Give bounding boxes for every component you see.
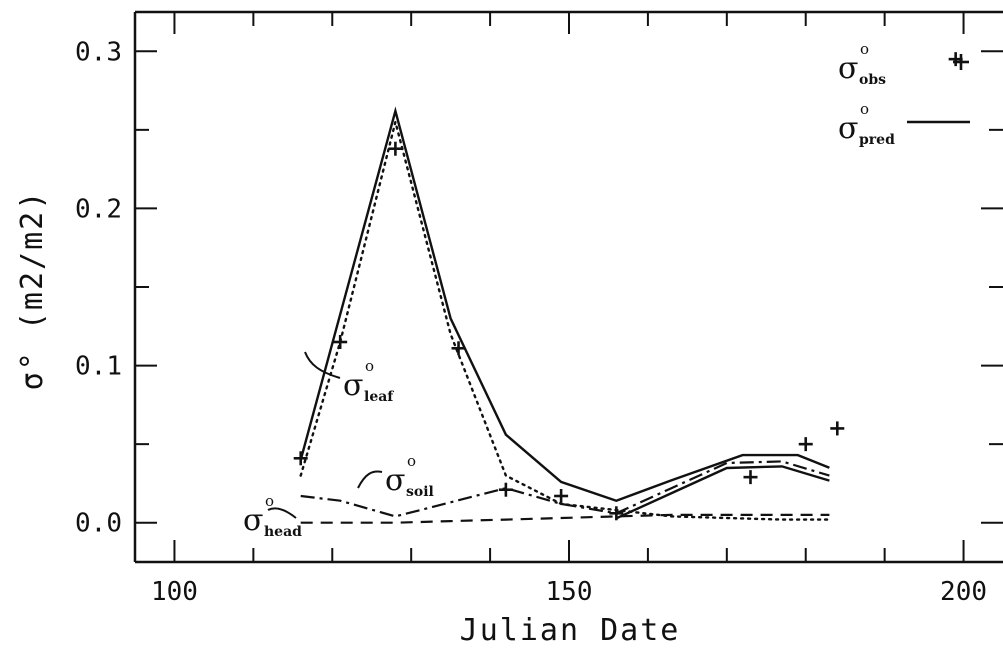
sigma-subscript: head xyxy=(264,524,302,540)
sigma-subscript: obs xyxy=(859,72,886,88)
sigma-symbol: σ xyxy=(243,503,263,538)
y-tick-label: 0.1 xyxy=(75,352,122,382)
sigma-subscript: pred xyxy=(859,132,895,148)
series-line-2 xyxy=(299,121,831,521)
legend-plus-marker xyxy=(953,54,969,70)
obs-plus-marker xyxy=(498,482,513,497)
obs-plus-marker xyxy=(830,421,845,436)
plot-frame-group xyxy=(133,10,1003,564)
obs-plus-marker xyxy=(798,437,813,452)
obs-plus-marker xyxy=(333,335,348,349)
sigma-subscript: soil xyxy=(406,484,434,500)
sigma-superscript: o xyxy=(860,40,869,58)
x-axis-title: Julian Date xyxy=(460,613,681,648)
series-group xyxy=(299,106,831,524)
y-axis-title: σ° (m2/m2) xyxy=(15,190,50,391)
sigma-symbol: σ xyxy=(838,51,858,86)
tick-group xyxy=(135,12,1003,562)
obs-plus-marker xyxy=(554,489,569,503)
x-tick-label: 200 xyxy=(940,577,987,607)
obs-plus-marker xyxy=(388,141,403,156)
sigma-symbol: σ xyxy=(385,463,405,498)
sigma-superscript: o xyxy=(407,452,416,470)
head-annotation: σo head xyxy=(243,492,302,540)
series-line-3 xyxy=(300,460,830,518)
y-tick-label: 0.0 xyxy=(75,509,122,539)
soil-leader xyxy=(357,470,383,489)
y-tick-label: 0.2 xyxy=(75,194,122,224)
obs-plus-marker xyxy=(609,506,624,521)
marker-group xyxy=(293,52,970,521)
head-leader xyxy=(267,507,297,519)
sigma-superscript: o xyxy=(860,100,869,118)
sigma-symbol: σ xyxy=(343,368,363,403)
series-line-0 xyxy=(299,106,830,502)
sigma-subscript: leaf xyxy=(364,389,394,405)
series-line-3-tail xyxy=(615,465,830,520)
sigma-superscript: o xyxy=(265,492,274,510)
sigma-symbol: σ xyxy=(838,111,858,146)
leaf-leader xyxy=(304,351,341,379)
legend-obs-label: σo obs xyxy=(838,40,886,88)
leaf-annotation: σo leaf xyxy=(343,357,394,405)
legend-pred-label: σo pred xyxy=(838,100,895,148)
obs-plus-marker xyxy=(743,470,758,485)
obs-plus-marker xyxy=(293,451,308,466)
x-tick-label: 150 xyxy=(546,577,593,607)
x-tick-label: 100 xyxy=(151,577,198,607)
y-tick-label: 0.3 xyxy=(75,37,122,67)
soil-annotation: σo soil xyxy=(385,452,434,500)
obs-plus-marker xyxy=(451,341,466,356)
series-line-4 xyxy=(300,513,830,524)
sigma-superscript: o xyxy=(365,357,374,375)
